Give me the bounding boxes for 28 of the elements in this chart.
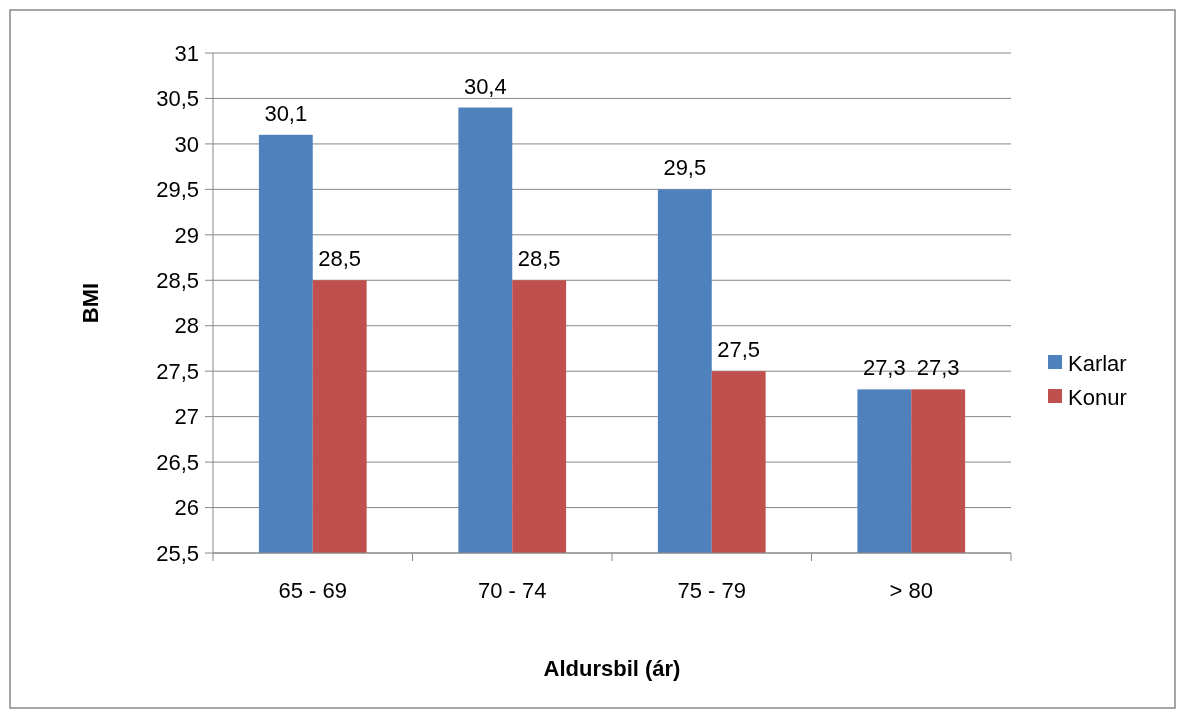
y-tick-label: 30 (174, 131, 199, 157)
data-label: 29,5 (663, 155, 707, 181)
x-axis-title: Aldursbil (ár) (543, 656, 681, 681)
y-tick-label: 27,5 (156, 358, 199, 384)
x-tick-label: > 80 (889, 578, 933, 603)
y-tick-label: 28,5 (156, 267, 199, 293)
y-tick-label: 27 (174, 404, 199, 430)
y-tick-label: 29,5 (156, 177, 199, 203)
x-tick-label: 75 - 79 (677, 578, 746, 603)
data-label: 30,1 (264, 100, 308, 126)
legend-label: Karlar (1068, 350, 1127, 376)
legend-label: Konur (1068, 384, 1127, 410)
y-tick-label: 30,5 (156, 86, 199, 112)
y-tick-label: 28 (174, 313, 199, 339)
y-tick-label: 31 (174, 40, 199, 66)
y-tick-label: 26 (174, 495, 199, 521)
data-label: 27,3 (862, 355, 906, 381)
data-label: 30,4 (463, 73, 507, 99)
data-label: 28,5 (517, 246, 561, 272)
x-tick-label: 70 - 74 (478, 578, 547, 603)
y-tick-label: 25,5 (156, 540, 199, 566)
y-axis-title: BMI (78, 282, 103, 324)
data-label: 27,5 (717, 337, 761, 363)
data-label: 28,5 (318, 246, 362, 272)
y-tick-label: 26,5 (156, 449, 199, 475)
y-tick-label: 29 (174, 222, 199, 248)
x-tick-label: 65 - 69 (278, 578, 347, 603)
data-label: 27,3 (916, 355, 960, 381)
